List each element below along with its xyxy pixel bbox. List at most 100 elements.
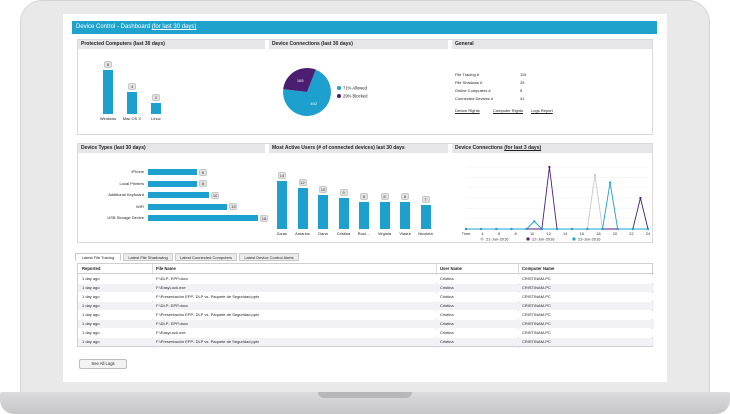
bar-value: 10: [319, 185, 327, 193]
tab[interactable]: Latest File Shadowing: [123, 253, 173, 261]
table-cell: CRISTINAM-PC: [522, 330, 551, 335]
protected-computers-chart: 8 Windows 4 Mac OS X 2 Linux: [93, 54, 173, 124]
table-cell: Cristina: [440, 321, 454, 326]
y-tick-label: Additional Keyboard: [108, 192, 144, 197]
bar: [359, 201, 369, 229]
table-cell: 1 day ago: [82, 294, 100, 299]
general-stat-label: File Shadows #: [455, 80, 483, 85]
device-connections-3-link[interactable]: (for last 3 days): [504, 145, 542, 151]
series-point: [608, 181, 612, 184]
table-cell: Cristina: [440, 312, 454, 317]
general-stats: File Tracing # 115 File Shadows # 25 Online …: [455, 72, 655, 122]
y-tick-label: iPhone: [131, 169, 144, 174]
general-stat-value: 115: [520, 72, 527, 77]
series-point: [464, 227, 468, 231]
tab[interactable]: Latest Device Control Alerts: [239, 253, 299, 261]
dashboard-title-text: Device Control - Dashboard: [76, 24, 152, 30]
table-cell: Cristina: [440, 294, 454, 299]
table-cell: CRISTINAM-PC: [522, 276, 551, 281]
x-tick-label: 24: [646, 231, 651, 236]
series-point: [616, 227, 619, 231]
x-tick-label: Nicoleta: [418, 231, 433, 236]
bar-value: 14: [278, 172, 286, 179]
column-header[interactable]: File Name: [156, 266, 176, 271]
x-tick-label: 14: [563, 231, 568, 236]
bar-value: 8: [401, 192, 409, 200]
tab[interactable]: Latest File Tracing: [75, 253, 121, 261]
device-connections-line-chart: Time 4 6 8 10 12 14 16 18 20 22 24 21-Jun-2016 22-Jun…: [462, 165, 651, 242]
table-cell: 1 day ago: [82, 339, 100, 344]
legend-label: 23-Jun-2016: [578, 237, 601, 242]
general-stat-value: 25: [520, 80, 525, 85]
general-header: General: [452, 40, 652, 49]
general-link[interactable]: Computer Rights: [493, 108, 524, 113]
x-tick-label: 22: [629, 231, 634, 236]
table-row[interactable]: 1 day ago F:\Presentación EPP- DLP vs. Pa…: [78, 293, 654, 301]
x-tick-label: 18: [596, 231, 601, 236]
general-stat-label: File Tracing #: [455, 72, 480, 77]
bar: [277, 181, 287, 229]
y-tick-label: USB Storage Device: [107, 215, 144, 220]
legend-swatch: [572, 237, 576, 241]
general-link[interactable]: Logs Report: [531, 108, 553, 113]
tab[interactable]: Latest Connected Computers: [175, 253, 237, 261]
pie-slice: [283, 69, 331, 116]
pie-slice-value: 402: [310, 101, 317, 106]
table-row[interactable]: 1 day ago F:\Presentación EPP- DLP vs. Pa…: [78, 311, 654, 319]
bar: [318, 194, 328, 229]
bar: [297, 187, 308, 229]
bar-value: 12: [298, 178, 307, 186]
dashboard-period-link[interactable]: (for last 30 days): [151, 24, 197, 30]
x-tick-label: Cristina: [336, 231, 351, 236]
bar: [148, 215, 258, 221]
series-point: [631, 227, 634, 231]
table-cell: Cristina: [440, 303, 454, 308]
table-row[interactable]: 1 day ago F:\Presentación EPP- DLP vs. Pa…: [78, 338, 654, 346]
table-row[interactable]: 1 day ago F:\DLP- EPP.docx Cristina CRISTIN…: [78, 320, 654, 328]
protected-computers-header: Protected Computers (last 30 days): [78, 40, 265, 49]
series-point: [510, 227, 513, 231]
bar-value: 4: [128, 83, 136, 90]
active-users-header: Most Active Users (# of connected device…: [269, 144, 448, 153]
series-point: [525, 227, 528, 231]
see-all-logs-button[interactable]: See All Logs: [79, 359, 127, 369]
series-line: [466, 174, 648, 230]
series-point: [639, 196, 642, 200]
table-cell: F:\DLP- EPP.docx: [156, 276, 188, 281]
column-header[interactable]: Reported: [82, 266, 101, 271]
table-cell: 1 day ago: [82, 312, 100, 317]
table-header-row: Reported File Name User Name Computer Name: [78, 264, 654, 274]
series-point: [593, 173, 597, 176]
table-row[interactable]: 1 day ago F:\DLP- EPP.docx Cristina CRISTIN…: [78, 275, 654, 283]
legend-swatch: [337, 94, 341, 98]
table-cell: F:\Presentación EPP- DLP vs. Paquete de …: [156, 312, 260, 317]
table-cell: CRISTINAM-PC: [522, 312, 551, 317]
series-point: [480, 227, 483, 231]
bar-value: 10: [211, 191, 220, 199]
table-row[interactable]: 1 day ago F:\DLP- EPP.docx Cristina CRISTIN…: [78, 302, 654, 310]
bar-value: 8: [380, 192, 389, 200]
table-cell: F:\EasyLock.exe: [156, 285, 186, 290]
general-link[interactable]: Device Rights: [455, 108, 480, 113]
series-line: [466, 182, 648, 230]
legend-label: 29% Blocked: [343, 94, 368, 99]
bar: [400, 201, 410, 229]
column-header[interactable]: User Name: [440, 266, 462, 271]
series-point: [571, 227, 574, 231]
series-point: [533, 220, 536, 223]
bar-value: 8: [360, 192, 368, 200]
series-point: [555, 227, 559, 231]
table-row[interactable]: 1 day ago F:\EasyLock.exe Cristina CRISTINA…: [78, 329, 654, 337]
table-cell: 1 day ago: [82, 285, 100, 290]
pie-slice-value: 165: [297, 78, 304, 83]
series-point: [495, 227, 498, 231]
laptop-base: [0, 392, 730, 414]
y-tick-label: Local Printers: [119, 180, 144, 186]
x-tick-label: Virginia: [377, 231, 392, 236]
table-row[interactable]: 1 day ago F:\EasyLock.exe Cristina CRISTINA…: [78, 284, 654, 292]
column-header[interactable]: Computer Name: [522, 266, 555, 271]
dashboard-title: Device Control - Dashboard (for last 30 …: [72, 21, 657, 34]
table-cell: F:\Presentación EPP- DLP vs. Paquete de …: [156, 294, 260, 299]
x-tick-label: Zoran: [276, 231, 288, 236]
bar-value: 2: [152, 94, 160, 101]
